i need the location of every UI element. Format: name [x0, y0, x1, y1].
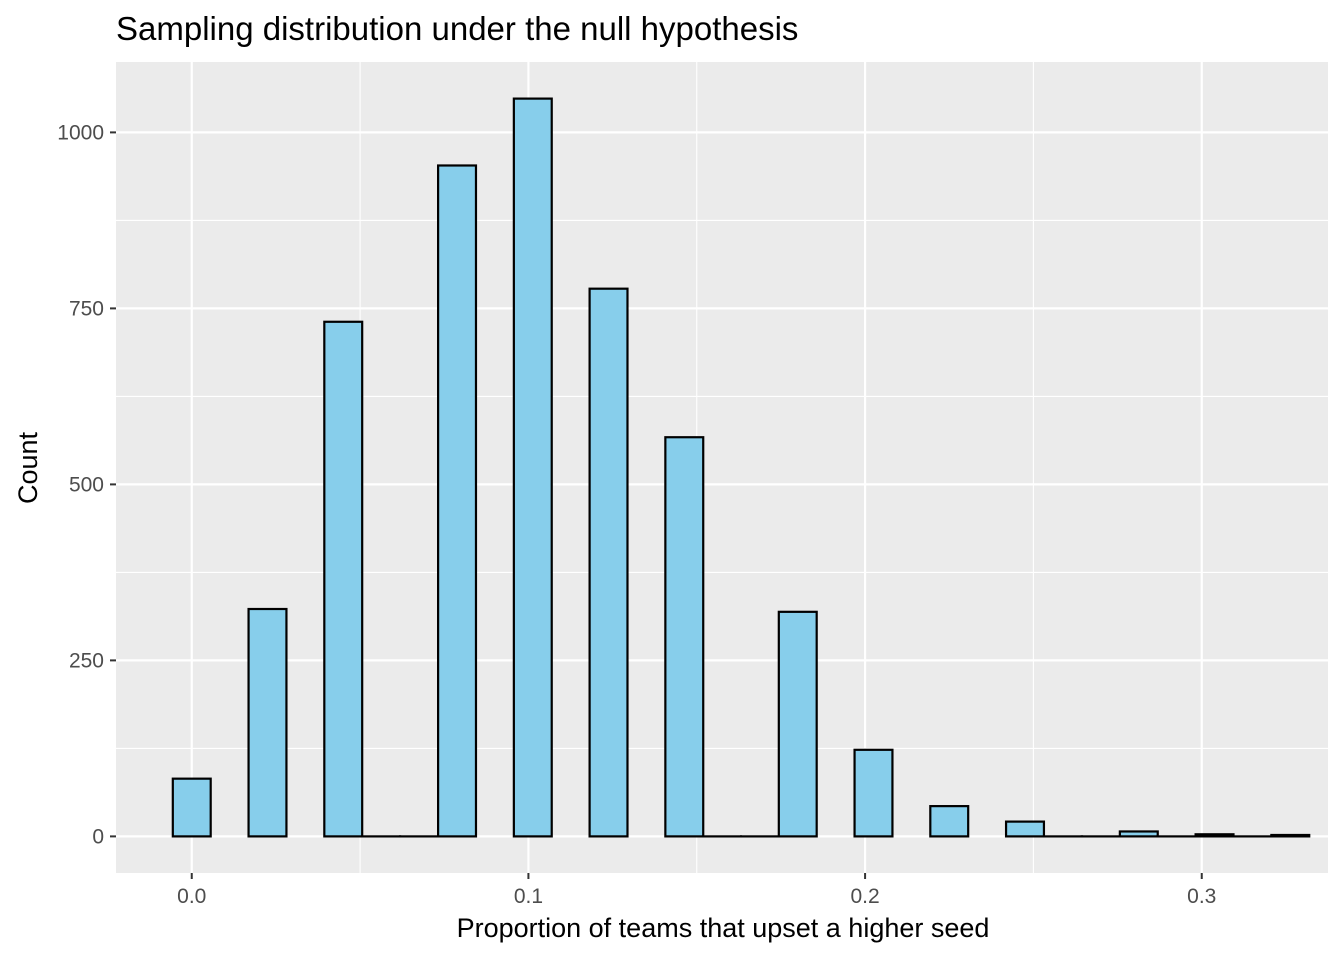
x-axis: 0.0 0.1 0.2 0.3 — [177, 873, 1216, 908]
x-tick-label: 0.2 — [850, 885, 879, 908]
x-tick-label: 0.3 — [1187, 885, 1216, 908]
histogram-bar — [929, 805, 970, 838]
x-axis-title: Proportion of teams that upset a higher … — [457, 913, 990, 943]
histogram-bar — [247, 607, 288, 838]
histogram-bar — [1118, 830, 1159, 838]
y-tick-label: 250 — [69, 649, 104, 672]
y-axis: 0 250 500 750 1000 — [57, 121, 116, 848]
grid-minor — [116, 62, 1328, 873]
histogram-bar — [588, 287, 629, 838]
histogram-bar — [437, 164, 478, 838]
y-tick-label: 750 — [69, 297, 104, 320]
x-tick-label: 0.1 — [514, 885, 543, 908]
y-tick-label: 500 — [69, 473, 104, 496]
chart-title: Sampling distribution under the null hyp… — [116, 10, 798, 47]
histogram-bar — [1004, 820, 1046, 838]
histogram-bar — [1270, 833, 1311, 838]
histogram-bar — [1194, 833, 1235, 838]
plot-panel — [116, 62, 1328, 873]
histogram-bar — [777, 610, 818, 838]
y-tick-label: 1000 — [57, 121, 104, 144]
histogram-bar — [171, 777, 212, 838]
histogram-bar — [664, 436, 705, 838]
grid-major — [116, 62, 1328, 873]
histogram-bar — [853, 748, 894, 838]
histogram-bars — [171, 97, 1311, 838]
x-tick-label: 0.0 — [177, 885, 206, 908]
y-tick-label: 0 — [92, 825, 104, 848]
histogram-bar — [512, 97, 553, 838]
y-axis-title: Count — [13, 431, 43, 504]
histogram-bar — [323, 320, 364, 838]
